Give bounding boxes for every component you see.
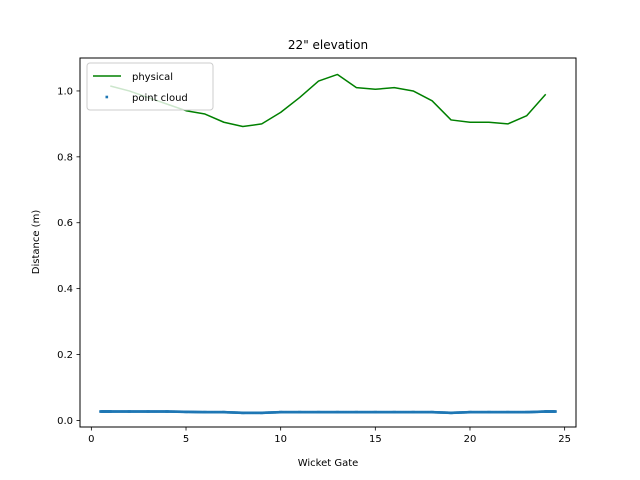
x-tick-label: 25	[558, 434, 571, 445]
legend-label-physical: physical	[132, 72, 173, 83]
x-tick-label: 10	[274, 434, 287, 445]
chart-title: 22" elevation	[288, 38, 368, 52]
y-axis-label: Distance (m)	[31, 210, 42, 275]
series-scatter-point-cloud	[99, 410, 557, 415]
scatter-point	[553, 410, 557, 413]
x-tick-label: 0	[88, 434, 94, 445]
y-tick-label: 0.4	[57, 284, 73, 295]
x-tick-label: 5	[183, 434, 189, 445]
legend: physical point cloud	[86, 62, 214, 111]
y-tick-label: 0.2	[57, 350, 73, 361]
legend-box	[86, 62, 214, 111]
legend-swatch-point-cloud	[105, 95, 109, 99]
axes-frame	[79, 57, 577, 428]
y-tick-label: 0.8	[57, 152, 73, 163]
x-tick-label: 15	[369, 434, 382, 445]
y-tick-label: 1.0	[57, 86, 73, 97]
legend-label-point-cloud: point cloud	[132, 93, 188, 104]
x-tick-label: 20	[464, 434, 477, 445]
y-tick-label: 0.0	[57, 416, 73, 427]
y-tick-label: 0.6	[57, 218, 73, 229]
x-axis-label: Wicket Gate	[298, 458, 359, 469]
